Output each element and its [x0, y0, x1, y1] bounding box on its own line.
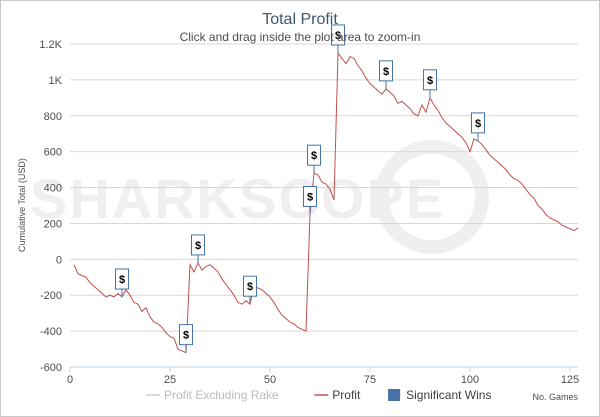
- significant-win-markers: $ $ $ $ $ $ $ $ $ $: [115, 24, 485, 353]
- y-tick-label: -400: [40, 326, 62, 338]
- x-tick-label: 50: [264, 374, 276, 386]
- marker-label: $: [311, 150, 317, 162]
- x-tick-label: 0: [67, 374, 73, 386]
- significant-win-marker[interactable]: $: [191, 234, 205, 263]
- marker-label: $: [307, 191, 313, 203]
- significant-win-marker[interactable]: $: [179, 324, 193, 353]
- marker-box: [243, 275, 257, 297]
- marker-label: $: [247, 281, 253, 293]
- significant-win-marker[interactable]: $: [423, 69, 437, 98]
- x-axis-ticks: 0 25 50 75 100 125: [67, 366, 579, 386]
- marker-box: [471, 112, 485, 134]
- marker-box: [379, 60, 393, 82]
- legend: Profit Excluding Rake Profit Significant W…: [146, 388, 491, 402]
- marker-label: $: [383, 66, 389, 78]
- marker-label: $: [195, 240, 201, 252]
- y-tick-label: 800: [44, 111, 62, 123]
- marker-label: $: [119, 274, 125, 286]
- significant-win-marker[interactable]: $: [471, 112, 485, 141]
- legend-item[interactable]: Significant Wins: [388, 388, 491, 402]
- significant-win-marker[interactable]: $: [243, 275, 257, 305]
- legend-swatch: [388, 389, 401, 401]
- legend-label: Significant Wins: [406, 388, 491, 402]
- y-tick-label: 1K: [49, 75, 63, 87]
- significant-win-marker[interactable]: $: [379, 60, 393, 89]
- marker-box: [423, 69, 437, 91]
- marker-label: $: [183, 330, 189, 342]
- grid: [70, 43, 578, 368]
- legend-item[interactable]: Profit: [314, 388, 361, 402]
- legend-label: Profit Excluding Rake: [164, 388, 279, 402]
- x-tick-label: 100: [461, 374, 479, 386]
- x-tick-label: 25: [164, 374, 176, 386]
- x-tick-label: 125: [561, 374, 579, 386]
- chart-subtitle: Click and drag inside the plot area to z…: [180, 30, 421, 44]
- marker-box: [303, 185, 317, 207]
- marker-label: $: [475, 118, 481, 130]
- y-axis-ticks: -600 -400 -200 0 200 400 600 800 1K 1.2K: [39, 39, 62, 374]
- x-axis-title: No. Games: [532, 392, 578, 402]
- y-axis-title: Cumulative Total (USD): [17, 158, 27, 252]
- y-tick-label: 1.2K: [39, 39, 62, 51]
- y-tick-label: 200: [44, 218, 62, 230]
- significant-win-marker[interactable]: $: [307, 144, 321, 174]
- y-tick-label: -600: [40, 362, 62, 374]
- significant-win-marker[interactable]: $: [115, 268, 129, 298]
- significant-win-marker[interactable]: $: [303, 185, 317, 215]
- y-tick-label: 600: [44, 147, 62, 159]
- legend-label: Profit: [332, 388, 361, 402]
- y-tick-label: -200: [40, 290, 62, 302]
- x-tick-label: 75: [364, 374, 376, 386]
- watermark: SHARKSCOPE: [30, 167, 445, 230]
- profit-line: [73, 51, 579, 354]
- legend-item[interactable]: Profit Excluding Rake: [146, 388, 279, 402]
- marker-box: [331, 24, 345, 46]
- significant-win-marker[interactable]: $: [331, 24, 345, 53]
- y-tick-label: 0: [56, 254, 62, 266]
- marker-box: [307, 144, 321, 166]
- marker-box: [115, 268, 129, 290]
- marker-label: $: [427, 75, 433, 87]
- marker-label: $: [335, 30, 341, 42]
- marker-box: [179, 324, 193, 346]
- chart-title: Total Profit: [262, 11, 338, 28]
- series-lines: [73, 51, 579, 354]
- y-tick-label: 400: [44, 183, 62, 195]
- marker-box: [191, 234, 205, 256]
- watermark-ring: [375, 140, 489, 254]
